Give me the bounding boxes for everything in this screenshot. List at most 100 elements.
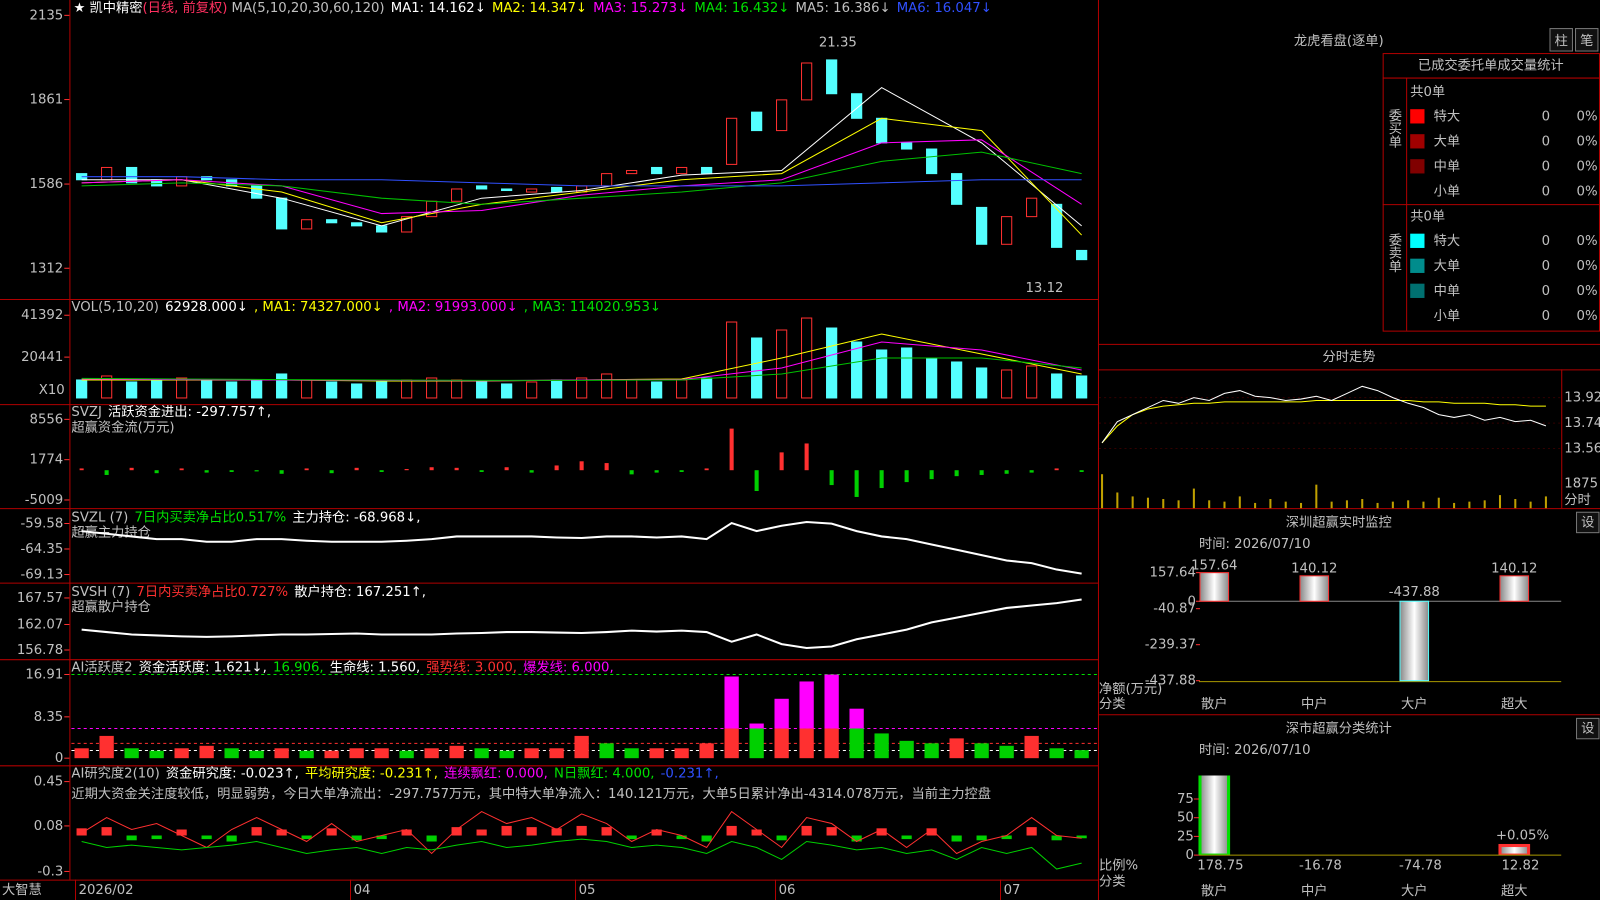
flow-bar <box>579 461 584 471</box>
activity-bar <box>374 748 389 759</box>
volume-bar <box>326 381 338 399</box>
date-label: 07 <box>1004 883 1021 898</box>
button-frame[interactable] <box>1575 28 1599 52</box>
low-label: 13.12 <box>1026 281 1064 296</box>
button-frame[interactable] <box>1576 511 1600 534</box>
button-label[interactable]: 设 <box>1581 721 1594 737</box>
activity-bar <box>574 735 589 759</box>
header-item: 7日内买卖净占比0.727% <box>136 584 288 600</box>
holding-line <box>81 598 1082 650</box>
y-tick-label: 50 <box>1177 811 1194 826</box>
research-bar <box>576 825 587 836</box>
activity-bar <box>924 743 939 759</box>
button-frame[interactable] <box>1576 717 1600 740</box>
candle <box>626 170 638 175</box>
y-tick-label: 162.07 <box>17 617 63 632</box>
activity-bar <box>899 740 914 759</box>
ma-value: MA4: 16.432↓ <box>694 1 789 16</box>
header-item: 资金活跃度: 1.621↓, <box>139 659 267 675</box>
intraday-volume <box>1422 501 1425 509</box>
intraday-volume <box>1116 492 1119 509</box>
flow-bar <box>204 470 209 473</box>
panel-header: SVZJ 活跃资金进出: -297.757↑, <box>71 404 271 420</box>
header-item: SVZJ <box>71 405 101 420</box>
candle <box>1001 216 1013 245</box>
research-bar <box>476 829 487 836</box>
research-bar <box>76 828 87 836</box>
activity-bar <box>649 748 664 759</box>
flow-bar <box>729 428 734 471</box>
volume-bar <box>976 367 988 399</box>
button-frame[interactable] <box>1549 28 1573 52</box>
button-label[interactable]: 柱 <box>1555 33 1568 49</box>
y-tick-label: 75 <box>1177 792 1194 807</box>
activity-bar <box>224 748 239 759</box>
legend-box <box>1410 109 1425 124</box>
ratio-bar <box>1198 775 1231 856</box>
research-bar <box>1026 827 1037 836</box>
intraday-volume <box>1407 500 1410 509</box>
row-count: 0 <box>1542 234 1550 249</box>
y-tick-label: 157.64 <box>1150 566 1196 581</box>
intraday-volume <box>1254 502 1257 509</box>
category-label: 中户 <box>1301 882 1328 899</box>
volume-bar <box>276 373 288 399</box>
volume-bar <box>651 381 663 399</box>
flow-bar <box>1029 470 1034 473</box>
volume-bar <box>101 375 113 399</box>
volume-bar <box>1001 369 1013 399</box>
button-label[interactable]: 笔 <box>1580 33 1593 49</box>
row-name: 中单 <box>1434 283 1461 299</box>
candle <box>826 59 838 95</box>
y-tick-label: -5009 <box>25 493 64 508</box>
row-name: 特大 <box>1434 108 1461 124</box>
row-name: 大单 <box>1434 258 1461 274</box>
activity-bar <box>974 743 989 759</box>
activity-bar <box>349 748 364 759</box>
toolbar-button[interactable]: 笔 <box>1575 28 1599 52</box>
settings-button[interactable]: 设 <box>1576 511 1600 534</box>
row-pct: 0% <box>1577 234 1598 249</box>
activity-bar <box>499 750 514 759</box>
header-item: 爆发线: 6.000, <box>523 659 614 675</box>
candle <box>401 216 413 233</box>
ma-value: MA5: 16.386↓ <box>796 1 891 16</box>
candle <box>1026 197 1038 218</box>
vol-label: 分时 <box>1564 492 1591 508</box>
y-tick-label: 0 <box>1187 594 1195 609</box>
row-name: 大单 <box>1434 133 1461 149</box>
row-count: 0 <box>1542 259 1550 274</box>
y-tick-label: -69.13 <box>21 568 64 583</box>
candle <box>351 222 363 227</box>
monitor-title: 深圳超赢实时监控 <box>1286 513 1392 530</box>
intraday-volume <box>1101 474 1104 509</box>
flow-bar <box>379 470 384 472</box>
intraday-volume <box>1330 501 1333 509</box>
category-label: 中户 <box>1301 695 1328 712</box>
y-tick-label: 1861 <box>30 93 64 108</box>
header-item: 强势线: 3.000, <box>426 659 517 675</box>
header-item: 散户持仓: 167.251↑, <box>294 583 426 600</box>
activity-burst <box>824 674 839 729</box>
y-tick-label: -437.88 <box>1145 674 1196 689</box>
panel-header: VOL(5,10,20) 62928.000↓ , MA1: 74327.000↓,… <box>71 300 661 315</box>
category-label: 大户 <box>1401 882 1428 899</box>
button-label[interactable]: 设 <box>1581 514 1594 530</box>
header-item: -0.231↑, <box>661 766 719 781</box>
toolbar-button[interactable]: 柱 <box>1549 28 1573 52</box>
settings-button[interactable]: 设 <box>1576 717 1600 740</box>
activity-burst <box>799 681 814 729</box>
ma-value: MA6: 16.047↓ <box>897 1 992 16</box>
ma-line <box>81 139 1082 215</box>
research-bar <box>276 829 287 836</box>
candle <box>776 99 788 132</box>
y-tick-label: 16.91 <box>25 667 63 682</box>
flow-bar <box>354 467 359 471</box>
research-bar <box>951 835 962 842</box>
y-tick-label: 13.92 <box>1564 391 1600 406</box>
ma-value: MA1: 14.162↓ <box>391 1 486 16</box>
intraday-volume <box>1498 495 1502 509</box>
panel-subtitle: 超赢资金流(万元) <box>71 419 174 436</box>
research-bar <box>351 835 362 841</box>
